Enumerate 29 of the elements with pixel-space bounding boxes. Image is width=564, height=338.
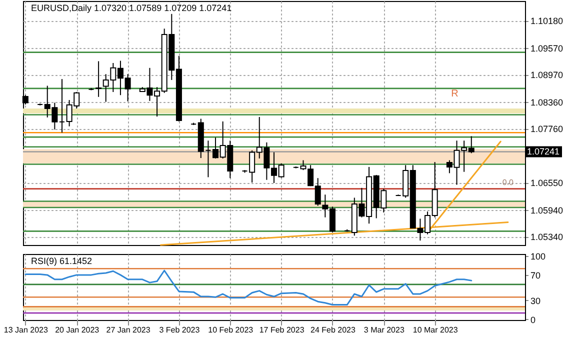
- y-tick-label: 1.08360: [530, 97, 564, 108]
- y-tick-label: 1.10180: [530, 16, 564, 26]
- y-tick-label: 1.08970: [530, 70, 564, 80]
- x-tick-label: 10 Mar 2023: [412, 326, 458, 334]
- x-tick-label: 17 Feb 2023: [259, 326, 305, 334]
- y-tick-label: 0: [530, 314, 536, 325]
- chart-title: EURUSD,Daily 1.07320 1.07589 1.07209 1.07241: [31, 3, 232, 13]
- y-tick-label: 1.05940: [530, 205, 564, 216]
- annotation: R: [451, 88, 458, 100]
- y-tick-label: 1.06550: [530, 178, 564, 188]
- annotation: 0.0: [502, 178, 514, 187]
- y-tick-label: 70: [530, 270, 541, 280]
- chart-title: RSI(9) 61.1452: [31, 256, 92, 266]
- x-tick-label: 24 Feb 2023: [310, 326, 356, 334]
- candlestick: [58, 78, 65, 134]
- x-tick-label: 13 Jan 2023: [4, 326, 49, 334]
- candlestick: [96, 60, 102, 98]
- x-tick-label: 20 Jan 2023: [55, 326, 100, 334]
- y-tick-label: 30: [530, 296, 541, 306]
- y-tick-label: 1.07760: [530, 124, 564, 134]
- y-tick-label: 1.09570: [530, 43, 564, 54]
- x-tick-label: 3 Mar 2023: [364, 326, 405, 334]
- x-tick-label: 10 Feb 2023: [208, 326, 254, 334]
- x-tick-label: 3 Feb 2023: [159, 326, 200, 334]
- x-tick-label: 27 Jan 2023: [106, 326, 151, 334]
- line-series: [24, 270, 472, 306]
- ref-line-label: 1.07241: [527, 146, 560, 157]
- y-tick-label: 1.05340: [530, 232, 564, 242]
- y-tick-label: 100: [530, 251, 546, 262]
